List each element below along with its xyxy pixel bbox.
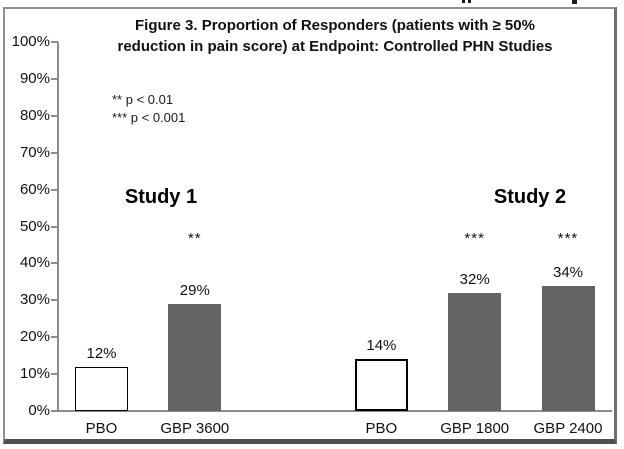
bar-value-label: 32%: [459, 270, 490, 288]
y-axis-tick-label: 10%: [19, 365, 50, 383]
y-axis-tick: [51, 114, 58, 117]
significance-marker: ***: [557, 230, 579, 247]
significance-marker: ***: [464, 230, 485, 247]
bar-gbp-3600: [168, 303, 222, 411]
y-axis-tick: [51, 299, 58, 302]
chart-title: Figure 3. Proportion of Responders (pati…: [90, 15, 580, 57]
group-label-2: Study 2: [493, 186, 567, 208]
bar-value-label: 34%: [552, 263, 584, 281]
y-axis-line: [57, 42, 59, 411]
pvalue-legend: ** p < 0.01 *** p < 0.001: [112, 91, 185, 127]
pvalue-note-2: *** p < 0.001: [112, 110, 186, 125]
bar-pbo: [75, 366, 128, 411]
y-axis-tick: [51, 373, 58, 376]
x-axis-line: [57, 410, 612, 412]
y-axis-tick-label: 50%: [19, 217, 50, 235]
y-axis-tick-label: 70%: [19, 143, 50, 161]
y-axis-tick: [51, 262, 58, 265]
y-axis-tick: [51, 225, 58, 228]
y-axis-tick: [51, 151, 58, 154]
chart-title-line1: Figure 3. Proportion of Responders (pati…: [135, 17, 535, 34]
bar-pbo: [354, 359, 408, 411]
y-axis-tick-label: 90%: [19, 69, 50, 87]
y-axis-tick-label: 0%: [28, 402, 50, 419]
x-axis-label: GBP 2400: [533, 420, 603, 437]
y-axis-tick-label: 60%: [19, 180, 50, 198]
y-axis-tick-label: 80%: [19, 106, 50, 124]
y-axis-tick-label: 30%: [19, 291, 50, 309]
x-axis-label: GBP 3600: [160, 420, 230, 437]
y-axis-tick-label: 40%: [19, 254, 50, 272]
bar-value-label: 12%: [86, 344, 117, 362]
bar-value-label: 29%: [179, 281, 210, 299]
pvalue-note-1: ** p < 0.01: [112, 92, 174, 107]
y-axis-tick: [51, 41, 58, 43]
cropped-text-artifact: [468, 0, 471, 3]
bar-gbp-2400: [541, 285, 595, 411]
y-axis-tick: [51, 410, 58, 412]
chart-title-line2: reduction in pain score) at Endpoint: Co…: [117, 38, 553, 55]
x-axis-label: GBP 1800: [440, 420, 510, 437]
x-axis-label: PBO: [85, 420, 118, 437]
bar-value-label: 14%: [366, 337, 397, 355]
bar-gbp-1800: [448, 292, 502, 411]
cropped-text-artifact: [572, 0, 577, 4]
y-axis-tick-label: 100%: [11, 33, 50, 50]
y-axis-tick: [51, 77, 58, 80]
figure-border: [3, 7, 617, 444]
y-axis-tick: [51, 188, 58, 191]
significance-marker: **: [187, 230, 202, 247]
y-axis-tick-label: 20%: [19, 328, 50, 346]
y-axis-tick: [51, 336, 58, 339]
x-axis-label: PBO: [365, 420, 398, 437]
cropped-text-artifact: [462, 0, 465, 3]
group-label-1: Study 1: [124, 186, 198, 208]
